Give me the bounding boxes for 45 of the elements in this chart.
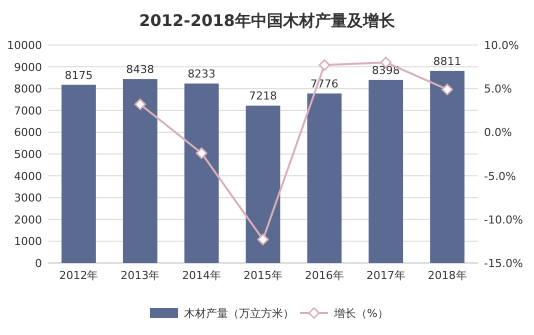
point (442, 84, 454, 96)
y-tick-label: 4000 (14, 170, 42, 183)
x-tick-label: 2014年 (182, 269, 222, 282)
x-tick-label: 2015年 (244, 269, 282, 282)
y-tick-label: 3000 (14, 192, 42, 205)
bar (307, 93, 342, 263)
chart-title: 2012-2018年中国木材产量及增长 (139, 11, 396, 30)
y2-tick-label: -10.0% (484, 213, 523, 226)
y-tick-label: 6000 (14, 126, 42, 140)
data-label: 8438 (126, 63, 154, 76)
y2-tick-label: 5.0% (484, 82, 512, 96)
legend-label: 木材产量（万立方米） (184, 307, 294, 320)
y2-tick-label: -5.0% (484, 170, 516, 183)
y2-tick-label: 10.0% (484, 39, 519, 52)
bar (368, 80, 404, 263)
y2-tick-label: 0.0% (484, 126, 512, 140)
bar (184, 84, 219, 263)
legend-label: 增长（%） (333, 307, 388, 320)
bar (430, 70, 464, 263)
y-tick-label: 1000 (14, 235, 42, 248)
point (318, 59, 330, 71)
y-tick-label: 8000 (14, 82, 42, 96)
data-label: 7218 (249, 90, 277, 103)
point (196, 147, 208, 159)
y-tick-label: 10000 (7, 39, 42, 52)
y-tick-label: 0 (35, 257, 42, 270)
y-tick-label: 5000 (14, 148, 42, 161)
x-tick-label: 2013年 (120, 269, 160, 282)
bar (62, 84, 96, 263)
x-tick-label: 2018年 (428, 269, 467, 282)
y2-tick-label: -15.0% (484, 257, 523, 270)
data-label: 8233 (188, 68, 216, 81)
bar (246, 106, 280, 263)
x-tick-label: 2016年 (304, 269, 344, 282)
bar (122, 79, 158, 263)
data-label: 8811 (433, 54, 462, 68)
y-tick-label: 2000 (14, 213, 42, 226)
y-tick-label: 7000 (14, 104, 42, 118)
x-tick-label: 2017年 (366, 269, 406, 282)
data-label: 7776 (310, 77, 338, 90)
data-label: 8175 (64, 68, 93, 82)
point (134, 98, 146, 110)
y-tick-label: 9000 (14, 60, 42, 74)
point (257, 234, 269, 246)
x-tick-label: 2012年 (59, 269, 98, 282)
